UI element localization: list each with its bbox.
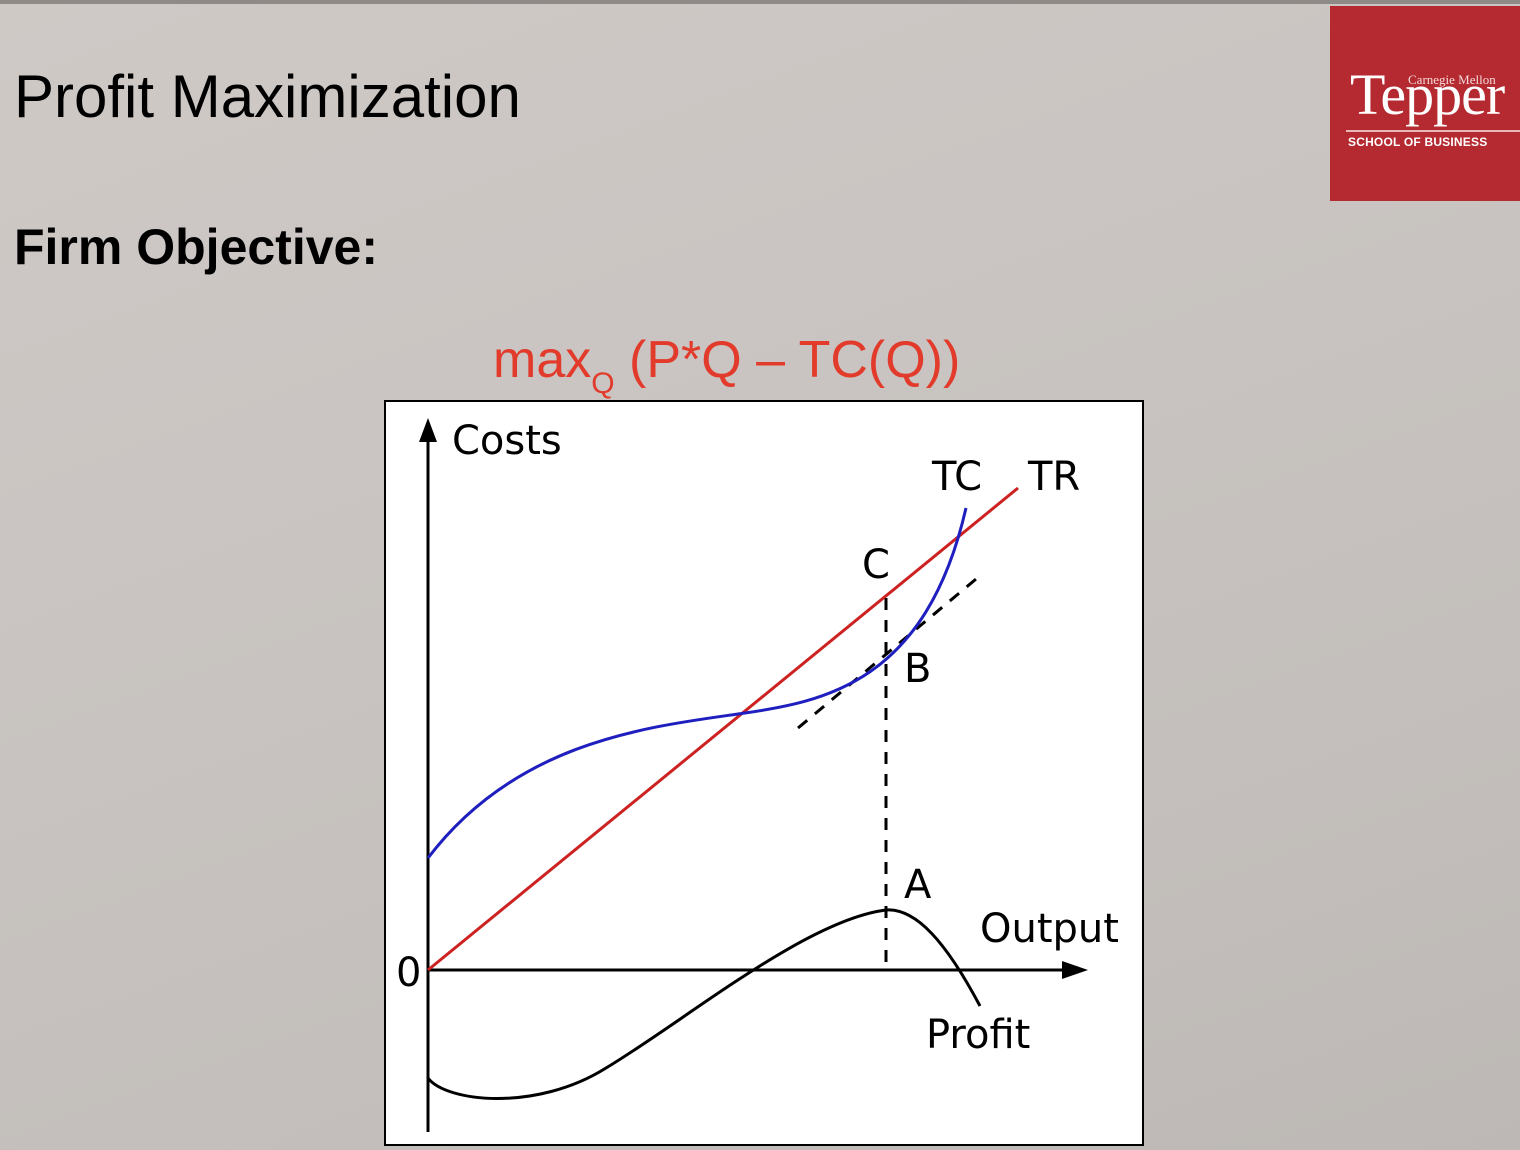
formula-prefix: max [493,331,592,389]
y-axis-arrow [419,418,437,442]
tangent-line [797,572,983,730]
slide-title: Profit Maximization [14,63,521,130]
logo-university: Carnegie Mellon [1408,72,1496,87]
x-axis-arrow [1062,961,1088,979]
formula-subscript: Q [591,367,615,400]
top-border [0,0,1520,4]
point-c-label: C [862,542,890,588]
slide-subtitle: Firm Objective: [14,219,378,275]
point-a-label: A [904,862,932,908]
tepper-logo: Carnegie Mellon Tepper SCHOOL OF BUSINES… [1330,6,1520,201]
formula-body: (P*Q – TC(Q)) [614,331,961,389]
origin-label: 0 [396,950,421,996]
objective-formula: maxQ (P*Q – TC(Q)) [493,330,961,400]
profit-diagram-svg: Costs Output 0 TC TR Profit A B C [396,418,1119,1132]
tc-curve [426,507,968,859]
x-axis-label: Output [980,906,1119,952]
logo-school: SCHOOL OF BUSINESS [1348,135,1488,149]
y-axis-label: Costs [452,418,562,464]
logo-divider [1346,130,1520,132]
tr-label: TR [1027,454,1080,500]
profit-label: Profit [926,1012,1030,1058]
profit-diagram: Costs Output 0 TC TR Profit A B C [384,400,1144,1146]
point-b-label: B [904,646,931,692]
tc-label: TC [931,454,982,500]
tr-curve [427,486,1019,972]
logo-wordmark: Tepper [1350,62,1505,127]
profit-curve [426,908,982,1100]
